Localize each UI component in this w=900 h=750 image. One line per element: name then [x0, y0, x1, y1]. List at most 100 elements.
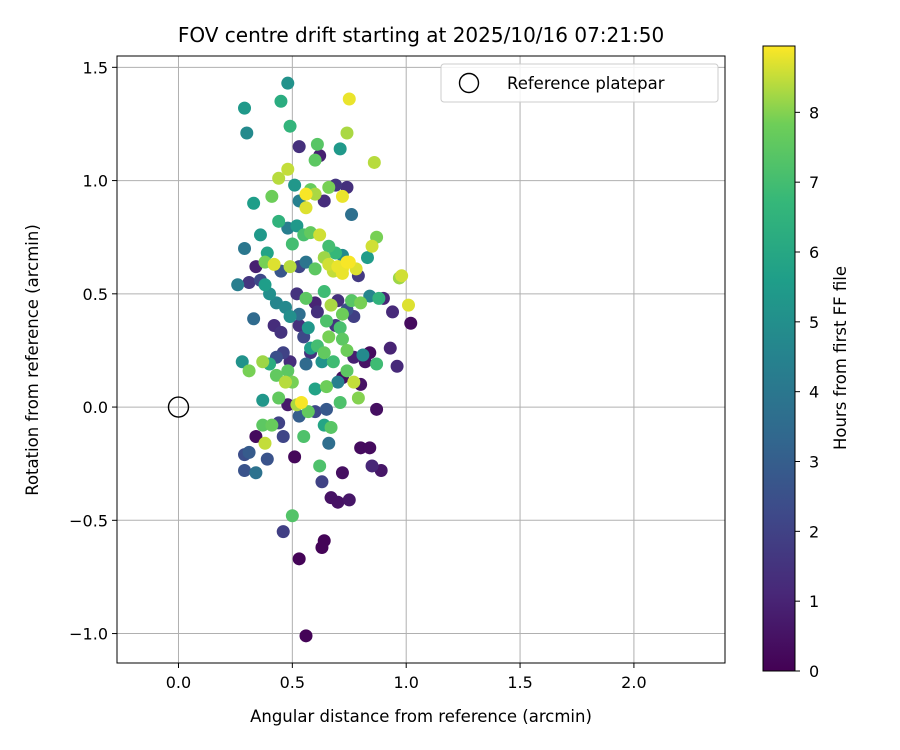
- data-point: [297, 430, 311, 444]
- data-point: [322, 436, 336, 450]
- data-point: [283, 309, 297, 323]
- data-point: [265, 189, 279, 203]
- data-point: [281, 162, 295, 176]
- y-axis-ticks: −1.0 −0.5 0.0 0.5 1.0 1.5: [69, 58, 117, 644]
- colorbar-tick-label: 5: [809, 313, 819, 332]
- plot-frame: [116, 55, 726, 664]
- data-point: [322, 180, 336, 194]
- data-points: [231, 76, 418, 643]
- data-point: [319, 314, 333, 328]
- colorbar-ticks: 0 1 2 3 4 5 6 7 8: [795, 103, 819, 681]
- data-point: [292, 552, 306, 566]
- colorbar-tick-label: 0: [809, 662, 819, 681]
- data-point: [310, 305, 324, 319]
- chart-title: FOV centre drift starting at 2025/10/16 …: [178, 23, 664, 47]
- data-point: [247, 312, 261, 326]
- data-point: [231, 278, 245, 292]
- data-point: [390, 359, 404, 373]
- data-point: [258, 278, 272, 292]
- data-point: [274, 325, 288, 339]
- colorbar-tick-label: 8: [809, 103, 819, 122]
- data-point: [367, 155, 381, 169]
- legend-box: [440, 63, 719, 103]
- data-point: [324, 298, 338, 312]
- data-point: [404, 316, 418, 330]
- x-axis-ticks: 0.0 0.5 1.0 1.5 2.0: [166, 663, 647, 692]
- data-point: [317, 346, 331, 360]
- data-point: [333, 321, 347, 335]
- data-point: [283, 119, 297, 133]
- data-point: [285, 237, 299, 251]
- data-point: [301, 321, 315, 335]
- data-point: [308, 187, 322, 201]
- data-point: [242, 445, 256, 459]
- data-point: [317, 285, 331, 299]
- data-point: [247, 196, 261, 210]
- data-point: [258, 436, 272, 450]
- reference-platepar-marker: [167, 396, 190, 418]
- data-point: [322, 330, 336, 344]
- y-tick-label: −0.5: [69, 511, 108, 530]
- data-point: [345, 208, 359, 222]
- data-point: [313, 459, 327, 473]
- y-tick-label: 0.0: [83, 398, 108, 417]
- data-point: [335, 307, 349, 321]
- data-point: [299, 629, 313, 643]
- data-point: [299, 201, 313, 215]
- data-point: [288, 178, 302, 192]
- data-point: [335, 466, 349, 480]
- reference-marker-group: [167, 396, 190, 418]
- colorbar-tick-label: 4: [809, 383, 819, 402]
- data-point: [301, 405, 315, 419]
- data-point: [267, 257, 281, 271]
- x-tick-label: 0.0: [166, 673, 191, 692]
- data-point: [276, 430, 290, 444]
- data-point: [333, 142, 347, 156]
- data-point: [269, 368, 283, 382]
- data-point: [342, 92, 356, 106]
- data-point: [238, 101, 252, 115]
- data-point: [401, 298, 415, 312]
- data-point: [372, 291, 386, 305]
- data-point: [235, 355, 249, 369]
- y-axis-label: Rotation from reference (arcmin): [23, 224, 42, 496]
- data-point: [340, 255, 354, 269]
- data-point: [315, 475, 329, 489]
- colorbar-gradient: [762, 45, 796, 672]
- data-point: [272, 214, 286, 228]
- y-tick-label: −1.0: [69, 625, 108, 644]
- data-point: [299, 357, 313, 371]
- data-point: [242, 275, 256, 289]
- data-point: [308, 262, 322, 276]
- data-point: [260, 452, 274, 466]
- data-point: [354, 441, 368, 455]
- data-point: [319, 402, 333, 416]
- data-point: [281, 364, 295, 378]
- data-point: [340, 343, 354, 357]
- data-point: [272, 171, 286, 185]
- y-tick-label: 1.5: [83, 58, 108, 77]
- data-point: [288, 450, 302, 464]
- data-point: [319, 380, 333, 394]
- data-point: [276, 525, 290, 539]
- data-point: [238, 463, 252, 477]
- data-point: [340, 364, 354, 378]
- colorbar-tick-label: 2: [809, 522, 819, 541]
- x-tick-label: 1.0: [393, 673, 418, 692]
- data-point: [256, 418, 270, 432]
- data-point: [256, 355, 270, 369]
- data-point: [308, 382, 322, 396]
- data-point: [281, 76, 295, 90]
- data-point: [299, 255, 313, 269]
- data-point: [365, 459, 379, 473]
- x-tick-label: 0.5: [280, 673, 305, 692]
- data-point: [395, 269, 409, 283]
- data-point: [249, 466, 263, 480]
- data-point: [292, 140, 306, 154]
- data-point: [256, 393, 270, 407]
- data-point: [370, 357, 384, 371]
- data-point: [340, 126, 354, 140]
- data-point: [313, 228, 327, 242]
- data-point: [308, 153, 322, 167]
